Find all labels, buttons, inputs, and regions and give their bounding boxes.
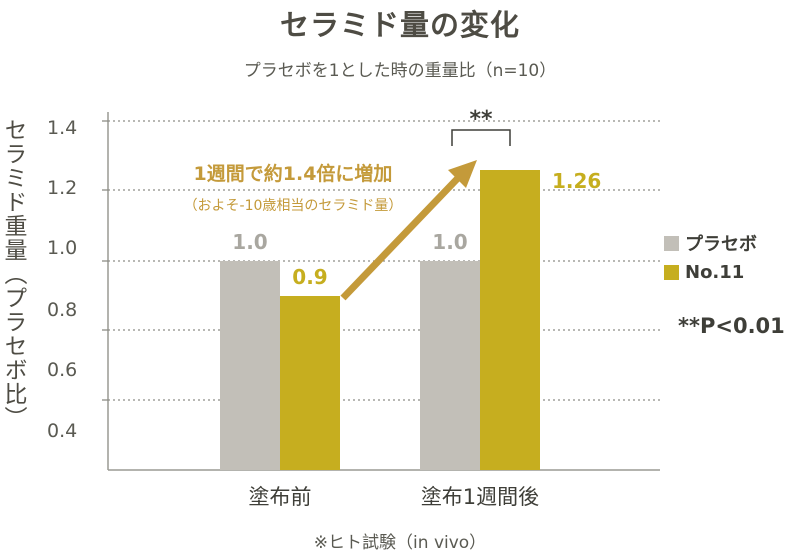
annotation-sub: （およそ-10歳相当のセラミド量） [184,198,403,214]
significance-marker: ** [469,107,493,132]
bar-value-label: 0.9 [292,265,327,289]
annotation-main: 1週間で約1.4倍に増加 [194,162,393,185]
legend-label-no11: No.11 [685,262,745,283]
y-tick-label: 1.0 [47,237,77,259]
legend-item-placebo: プラセボ [664,230,757,256]
footnote: ※ヒト試験（in vivo） [313,533,487,553]
legend-label-placebo: プラセボ [685,234,757,255]
bar-value-label: 1.26 [552,169,601,193]
y-tick-label: 0.4 [47,420,77,442]
y-tick-label: 0.8 [47,299,77,321]
y-tick-label: 0.6 [47,359,77,381]
bar-placebo [220,261,280,470]
legend-item-no11: No.11 [664,262,744,283]
bar-no11 [480,170,540,470]
significance-bracket [451,129,511,146]
x-tick-label: 塗布前 [249,485,312,509]
legend-swatch-no11 [664,265,679,280]
x-tick-label: 塗布1週間後 [421,485,539,509]
chart-subtitle: プラセボを1とした時の重量比（n=10） [243,61,557,81]
increase-arrow-head [448,160,477,188]
bar-no11 [280,296,340,470]
chart-title: セラミド量の変化 [279,8,520,42]
bar-value-label: 1.0 [432,230,467,254]
bar-placebo [420,261,480,470]
bar-value-label: 1.0 [232,230,267,254]
y-tick-label: 1.2 [47,177,77,199]
significance-note: **P<0.01 [678,314,785,338]
legend-swatch-placebo [664,235,679,251]
y-axis-label: セラミド重量（プラセボ比） [0,118,26,430]
increase-arrow-shaft [340,175,461,301]
y-tick-label: 1.4 [47,117,77,139]
